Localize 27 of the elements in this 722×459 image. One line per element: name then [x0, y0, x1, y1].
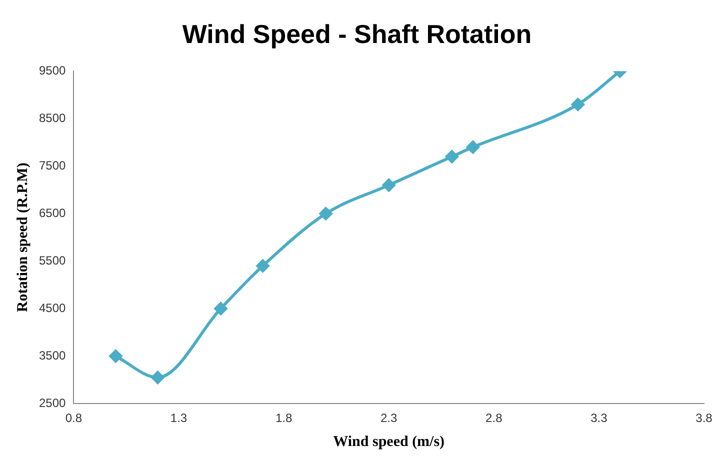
x-tick-label: 0.8: [65, 411, 82, 426]
y-tick-label: 5500: [38, 253, 66, 268]
x-tick-label: 3.3: [590, 411, 608, 426]
x-tick-label: 2.8: [486, 411, 503, 426]
y-tick-label: 8500: [38, 111, 66, 125]
x-tick-label: 2.3: [380, 411, 398, 426]
chart-title: Wind Speed - Shaft Rotation: [182, 18, 532, 49]
point: [214, 302, 228, 316]
y-tick-label: 9500: [38, 64, 66, 78]
y-tick-label: 6500: [38, 206, 66, 220]
point: [382, 178, 396, 192]
y-tick-label: 3500: [38, 348, 66, 362]
point: [445, 150, 458, 164]
point: [571, 98, 584, 111]
point: [109, 350, 122, 363]
x-tick-label: 3.8: [696, 411, 713, 426]
point: [319, 207, 332, 220]
point: [151, 370, 164, 384]
y-tick-label: 4500: [38, 300, 66, 315]
y-tick-label: 2500: [38, 396, 66, 410]
y-tick-label: 7500: [38, 158, 66, 172]
x-axis-title: Wind speed (m/s): [333, 434, 445, 450]
point: [256, 259, 270, 272]
point: [466, 140, 480, 154]
y-axis-title: Rotation speed (R.P.M): [14, 162, 31, 312]
x-tick-label: 1.3: [170, 411, 188, 426]
x-tick-label: 1.8: [275, 411, 292, 426]
